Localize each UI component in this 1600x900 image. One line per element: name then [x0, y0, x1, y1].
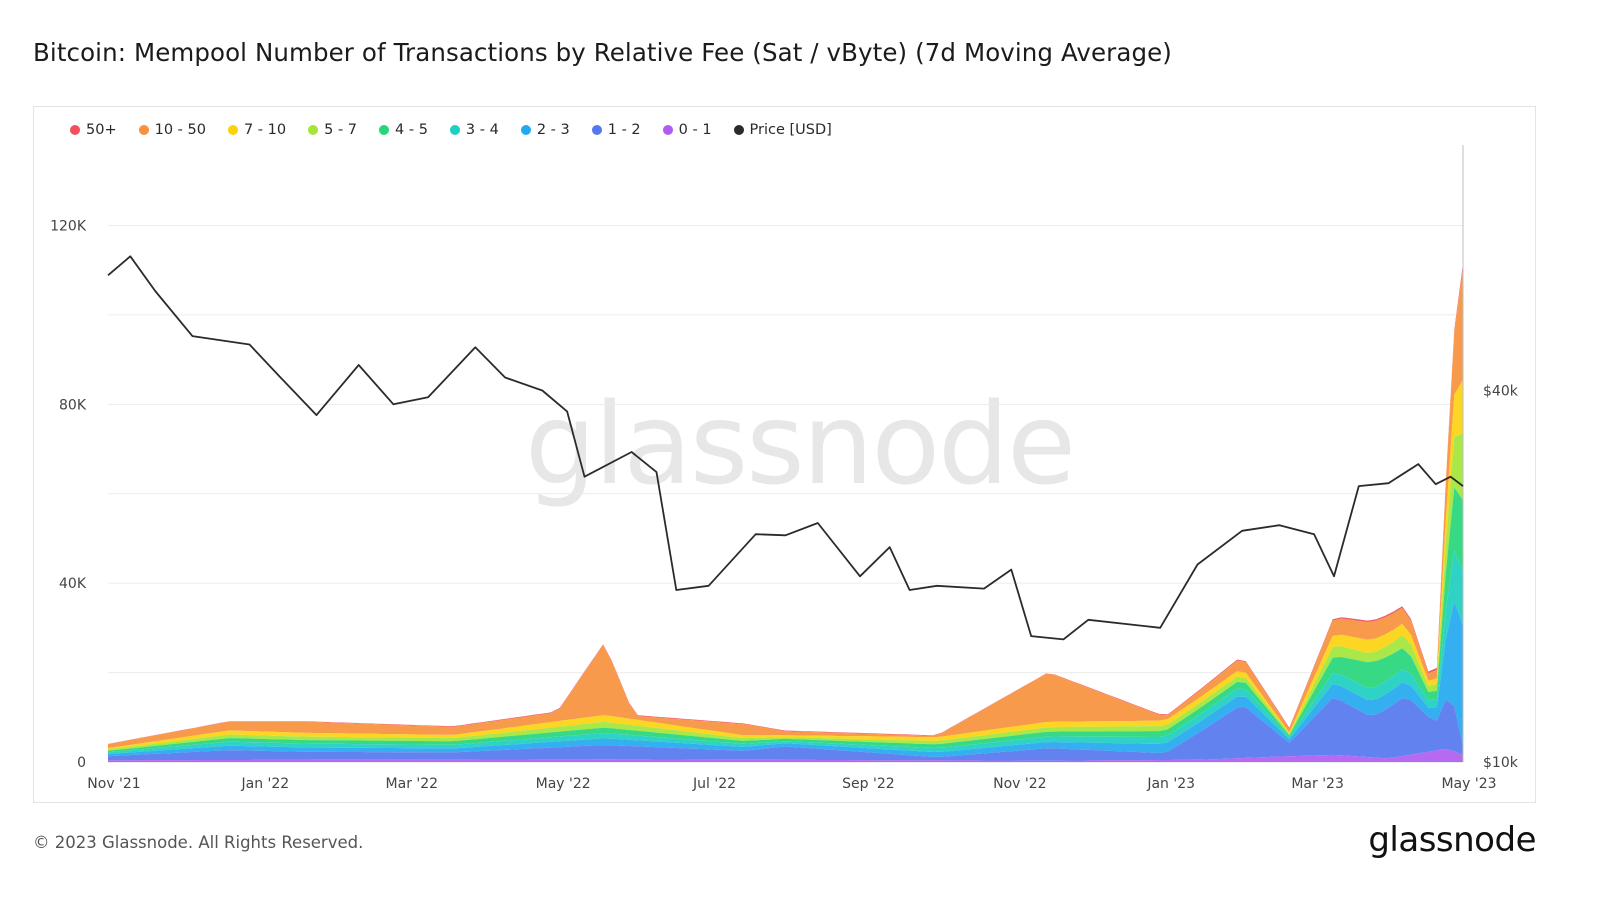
- legend-label: 5 - 7: [324, 122, 358, 138]
- legend-label: 4 - 5: [395, 122, 428, 138]
- watermark-text: glassnode: [525, 380, 1076, 510]
- legend-label: 2 - 3: [536, 122, 570, 138]
- y-left-tick-label: 120K: [50, 218, 87, 234]
- footer-logo: glassnode: [1368, 820, 1536, 860]
- area-series-7-10: [108, 379, 1463, 750]
- x-tick-label: May '22: [536, 776, 591, 792]
- legend-dot-icon: [379, 125, 390, 135]
- legend-dot-icon: [227, 125, 238, 135]
- x-tick-label: Sep '22: [842, 776, 895, 792]
- x-tick-label: May '23: [1441, 776, 1496, 792]
- legend-item[interactable]: 10 - 50: [138, 122, 206, 138]
- y-right-tick-label: $40k: [1483, 384, 1519, 400]
- legend-item[interactable]: 3 - 4: [449, 122, 499, 138]
- legend-item[interactable]: 2 - 3: [520, 122, 570, 138]
- legend-item[interactable]: 0 - 1: [662, 122, 712, 138]
- x-tick-label: Jan '23: [1146, 776, 1195, 792]
- chart-legend: 50+ 10 - 50 7 - 10 5 - 7 4 - 5 3 - 4 2 - 3 1 - …: [70, 121, 854, 139]
- legend-dot-icon: [449, 125, 460, 135]
- legend-label: 7 - 10: [243, 122, 287, 138]
- y-left-tick-label: 80K: [59, 397, 87, 413]
- legend-dot-icon: [138, 125, 149, 135]
- legend-label: 1 - 2: [607, 122, 641, 138]
- legend-dot-icon: [308, 125, 319, 135]
- area-series-50-: [108, 263, 1463, 745]
- y-left-tick-label: 0: [77, 755, 86, 771]
- legend-dot-icon: [520, 125, 531, 135]
- y-left-tick-label: 40K: [59, 576, 87, 592]
- legend-label: 50+: [86, 122, 117, 138]
- footer-copyright: © 2023 Glassnode. All Rights Reserved.: [33, 833, 364, 852]
- x-tick-label: Jul '22: [692, 776, 736, 792]
- chart-title: Bitcoin: Mempool Number of Transactions …: [33, 38, 1172, 67]
- x-tick-label: Mar '22: [386, 776, 439, 792]
- legend-item[interactable]: 4 - 5: [379, 122, 428, 138]
- area-series-10-50: [108, 268, 1463, 749]
- legend-dot-icon: [591, 125, 602, 135]
- x-tick-label: Mar '23: [1291, 776, 1344, 792]
- area-series-0-1: [108, 749, 1463, 762]
- legend-item[interactable]: Price [USD]: [733, 122, 832, 138]
- y-right-tick-label: $10k: [1483, 755, 1519, 771]
- legend-label: 0 - 1: [678, 122, 712, 138]
- legend-label: 3 - 4: [465, 122, 499, 138]
- legend-dot-icon: [733, 125, 744, 135]
- legend-item[interactable]: 7 - 10: [227, 122, 287, 138]
- legend-item[interactable]: 50+: [70, 122, 117, 138]
- x-tick-label: Jan '22: [241, 776, 290, 792]
- price-line: [107, 255, 1464, 641]
- legend-dot-icon: [662, 125, 673, 135]
- legend-item[interactable]: 1 - 2: [591, 122, 641, 138]
- legend-label: 10 - 50: [154, 122, 206, 138]
- chart-panel: [33, 106, 1536, 803]
- legend-dot-icon: [70, 125, 80, 135]
- x-tick-label: Nov '22: [993, 776, 1046, 792]
- legend-label: Price [USD]: [749, 122, 832, 138]
- legend-item[interactable]: 5 - 7: [308, 122, 357, 138]
- area-series-1-2: [108, 698, 1463, 761]
- x-tick-label: Nov '21: [87, 776, 140, 792]
